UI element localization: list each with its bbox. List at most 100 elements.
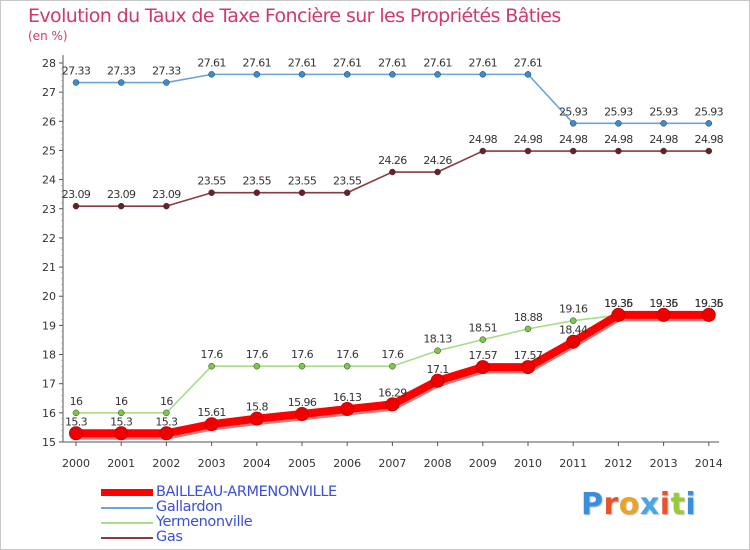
data-label-gallardon: 25.93 (604, 105, 633, 118)
logo-letter: i (659, 487, 671, 522)
logo-letter: i (685, 487, 697, 522)
logo-letter: P (581, 487, 604, 522)
logo-letter: x (639, 487, 660, 522)
series-point-gas (117, 202, 125, 210)
data-label-gas: 23.55 (288, 175, 317, 188)
series-point-bailleau-armenonville (430, 373, 445, 388)
legend-swatch-bailleau-armenonville (101, 489, 153, 496)
legend-label-gallardon: Gallardon (156, 499, 223, 515)
legend-swatch-gas (101, 537, 153, 539)
series-point-gallardon (705, 120, 713, 127)
series-point-gas (253, 189, 261, 196)
series-point-gallardon (569, 120, 577, 127)
data-label-gas: 23.55 (243, 175, 272, 188)
series-point-gallardon (163, 79, 170, 86)
series-point-gas (163, 202, 170, 210)
series-point-yermenonville (479, 336, 487, 343)
series-point-yermenonville (253, 362, 261, 370)
data-label-gas: 23.09 (107, 188, 136, 201)
y-tick-label-18: 18 (42, 349, 56, 362)
data-label-gallardon: 27.33 (62, 65, 91, 78)
data-label-gas: 24.98 (469, 133, 498, 146)
y-tick-label-17: 17 (42, 378, 56, 391)
data-label-bailleau-armenonville: 15.3 (65, 415, 88, 428)
y-tick-label-21: 21 (42, 261, 56, 274)
series-point-gas (72, 202, 80, 210)
data-label-yermenonville: 19.35 (649, 297, 678, 310)
data-label-gallardon: 27.61 (423, 56, 452, 69)
chart-title: Evolution du Taux de Taxe Foncière sur l… (28, 5, 561, 27)
series-point-gallardon (479, 71, 487, 78)
data-label-yermenonville: 19.35 (695, 297, 724, 310)
series-point-gas (615, 147, 622, 155)
data-label-yermenonville: 17.6 (201, 348, 224, 361)
logo-letter: r (603, 487, 619, 522)
x-tick-label-2007: 2007 (378, 457, 406, 470)
y-tick-label-25: 25 (42, 144, 56, 157)
data-label-gallardon: 27.61 (378, 56, 407, 69)
data-label-yermenonville: 17.6 (291, 348, 314, 361)
logo-letter: t (670, 487, 686, 522)
proxiti-logo: Proxiti (581, 487, 696, 522)
series-point-yermenonville (343, 362, 351, 370)
y-tick-label-28: 28 (42, 57, 56, 70)
y-tick-label-27: 27 (42, 86, 56, 99)
data-label-gas: 24.26 (378, 154, 407, 167)
series-point-yermenonville (434, 347, 441, 354)
series-point-gas (389, 168, 396, 176)
data-label-gas: 24.98 (649, 133, 678, 146)
series-point-bailleau-armenonville (249, 411, 264, 426)
data-label-yermenonville: 16 (70, 395, 83, 408)
data-label-yermenonville: 18.51 (469, 322, 498, 335)
data-label-gas: 23.55 (333, 175, 362, 188)
data-label-bailleau-armenonville: 17.57 (469, 349, 498, 362)
series-point-bailleau-armenonville (566, 334, 581, 349)
series-point-gallardon (434, 71, 441, 78)
series-point-gas (298, 189, 306, 196)
data-label-bailleau-armenonville: 15.3 (155, 415, 178, 428)
legend-label-yermenonville: Yermenonville (156, 514, 253, 530)
x-tick-label-2010: 2010 (514, 457, 542, 470)
data-label-gallardon: 27.61 (197, 56, 226, 69)
data-label-gas: 23.09 (152, 188, 181, 201)
data-label-bailleau-armenonville: 16.29 (378, 386, 407, 399)
logo-letter: o (618, 487, 640, 522)
series-point-gallardon (253, 71, 261, 78)
series-point-bailleau-armenonville (385, 397, 400, 412)
series-point-gas (479, 147, 487, 155)
series-point-bailleau-armenonville (521, 360, 535, 375)
data-label-yermenonville: 17.6 (336, 348, 359, 361)
data-label-yermenonville: 19.16 (559, 303, 588, 316)
data-label-gas: 23.09 (62, 188, 91, 201)
y-tick-label-26: 26 (42, 115, 56, 128)
series-point-bailleau-armenonville (656, 307, 671, 322)
data-label-gas: 24.98 (695, 133, 724, 146)
series-point-gallardon (615, 120, 622, 127)
series-point-gallardon (389, 71, 396, 78)
data-label-gallardon: 27.61 (243, 56, 272, 69)
series-point-bailleau-armenonville (611, 307, 626, 322)
x-tick-label-2014: 2014 (695, 457, 723, 470)
data-label-gas: 24.98 (559, 133, 588, 146)
data-label-bailleau-armenonville: 18.44 (559, 324, 588, 337)
data-label-yermenonville: 18.88 (514, 311, 543, 324)
data-label-yermenonville: 17.6 (246, 348, 269, 361)
y-tick-label-20: 20 (42, 290, 56, 303)
y-tick-label-16: 16 (42, 407, 56, 420)
series-point-gas (705, 147, 713, 155)
series-point-bailleau-armenonville (701, 307, 716, 322)
legend-label-bailleau-armenonville: BAILLEAU-ARMENONVILLE (156, 484, 337, 500)
series-point-yermenonville (389, 362, 396, 370)
data-label-bailleau-armenonville: 19.36 (649, 297, 678, 310)
data-label-gas: 23.55 (197, 175, 226, 188)
data-label-gallardon: 25.93 (649, 105, 678, 118)
series-point-gas (208, 189, 215, 196)
data-label-yermenonville: 18.13 (423, 333, 452, 346)
x-tick-label-2002: 2002 (152, 457, 180, 470)
data-label-gallardon: 27.33 (152, 65, 181, 78)
x-tick-label-2001: 2001 (107, 457, 135, 470)
data-label-gas: 24.98 (514, 133, 543, 146)
series-point-bailleau-armenonville (340, 402, 355, 417)
series-point-gallardon (524, 71, 532, 78)
